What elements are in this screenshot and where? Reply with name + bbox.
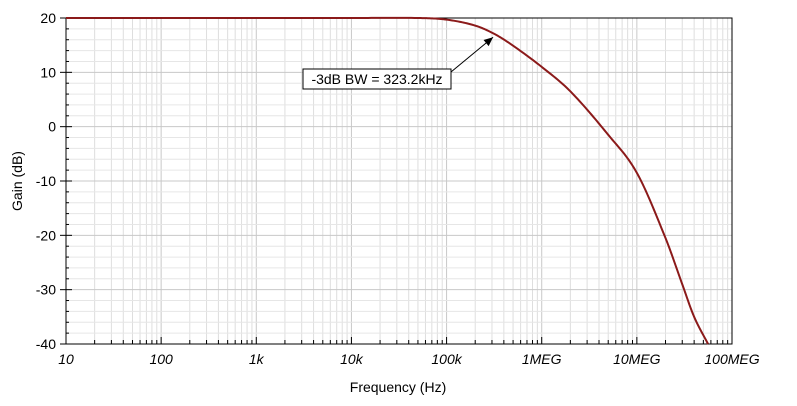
y-tick-label: -20: [36, 227, 56, 243]
y-tick-label: -10: [36, 173, 56, 189]
series-layer: [66, 16, 709, 345]
y-tick-label: 0: [48, 119, 56, 135]
annotation-layer: -3dB BW = 323.2kHz: [302, 36, 494, 90]
x-tick-label: 10MEG: [613, 351, 661, 367]
annotation-arrowhead: [483, 37, 494, 47]
y-axis-label: Gain (dB): [9, 151, 25, 211]
tick-labels: 10 100 1k 10k 100k 1MEG 10MEG 100MEG20100-10-20…: [36, 10, 760, 367]
axes: [60, 17, 733, 345]
y-tick-label: 20: [40, 10, 56, 26]
y-tick-label: 10: [40, 64, 56, 80]
x-axis-label: Frequency (Hz): [350, 379, 446, 395]
x-tick-label: 10k: [340, 351, 364, 367]
x-tick-label: 100: [149, 351, 173, 367]
annotation-arrow-line: [450, 36, 494, 73]
x-tick-label: 1k: [249, 351, 265, 367]
y-tick-label: -30: [36, 282, 56, 298]
series-line: [66, 16, 709, 345]
x-tick-label: 100k: [431, 351, 462, 367]
x-tick-label: 100MEG: [704, 351, 759, 367]
x-tick-label: 1MEG: [522, 351, 562, 367]
x-tick-label: 10: [58, 351, 74, 367]
annotation-text: -3dB BW = 323.2kHz: [311, 71, 442, 87]
y-tick-label: -40: [36, 336, 56, 352]
grid: [65, 17, 732, 345]
annotation-box: [302, 68, 452, 90]
